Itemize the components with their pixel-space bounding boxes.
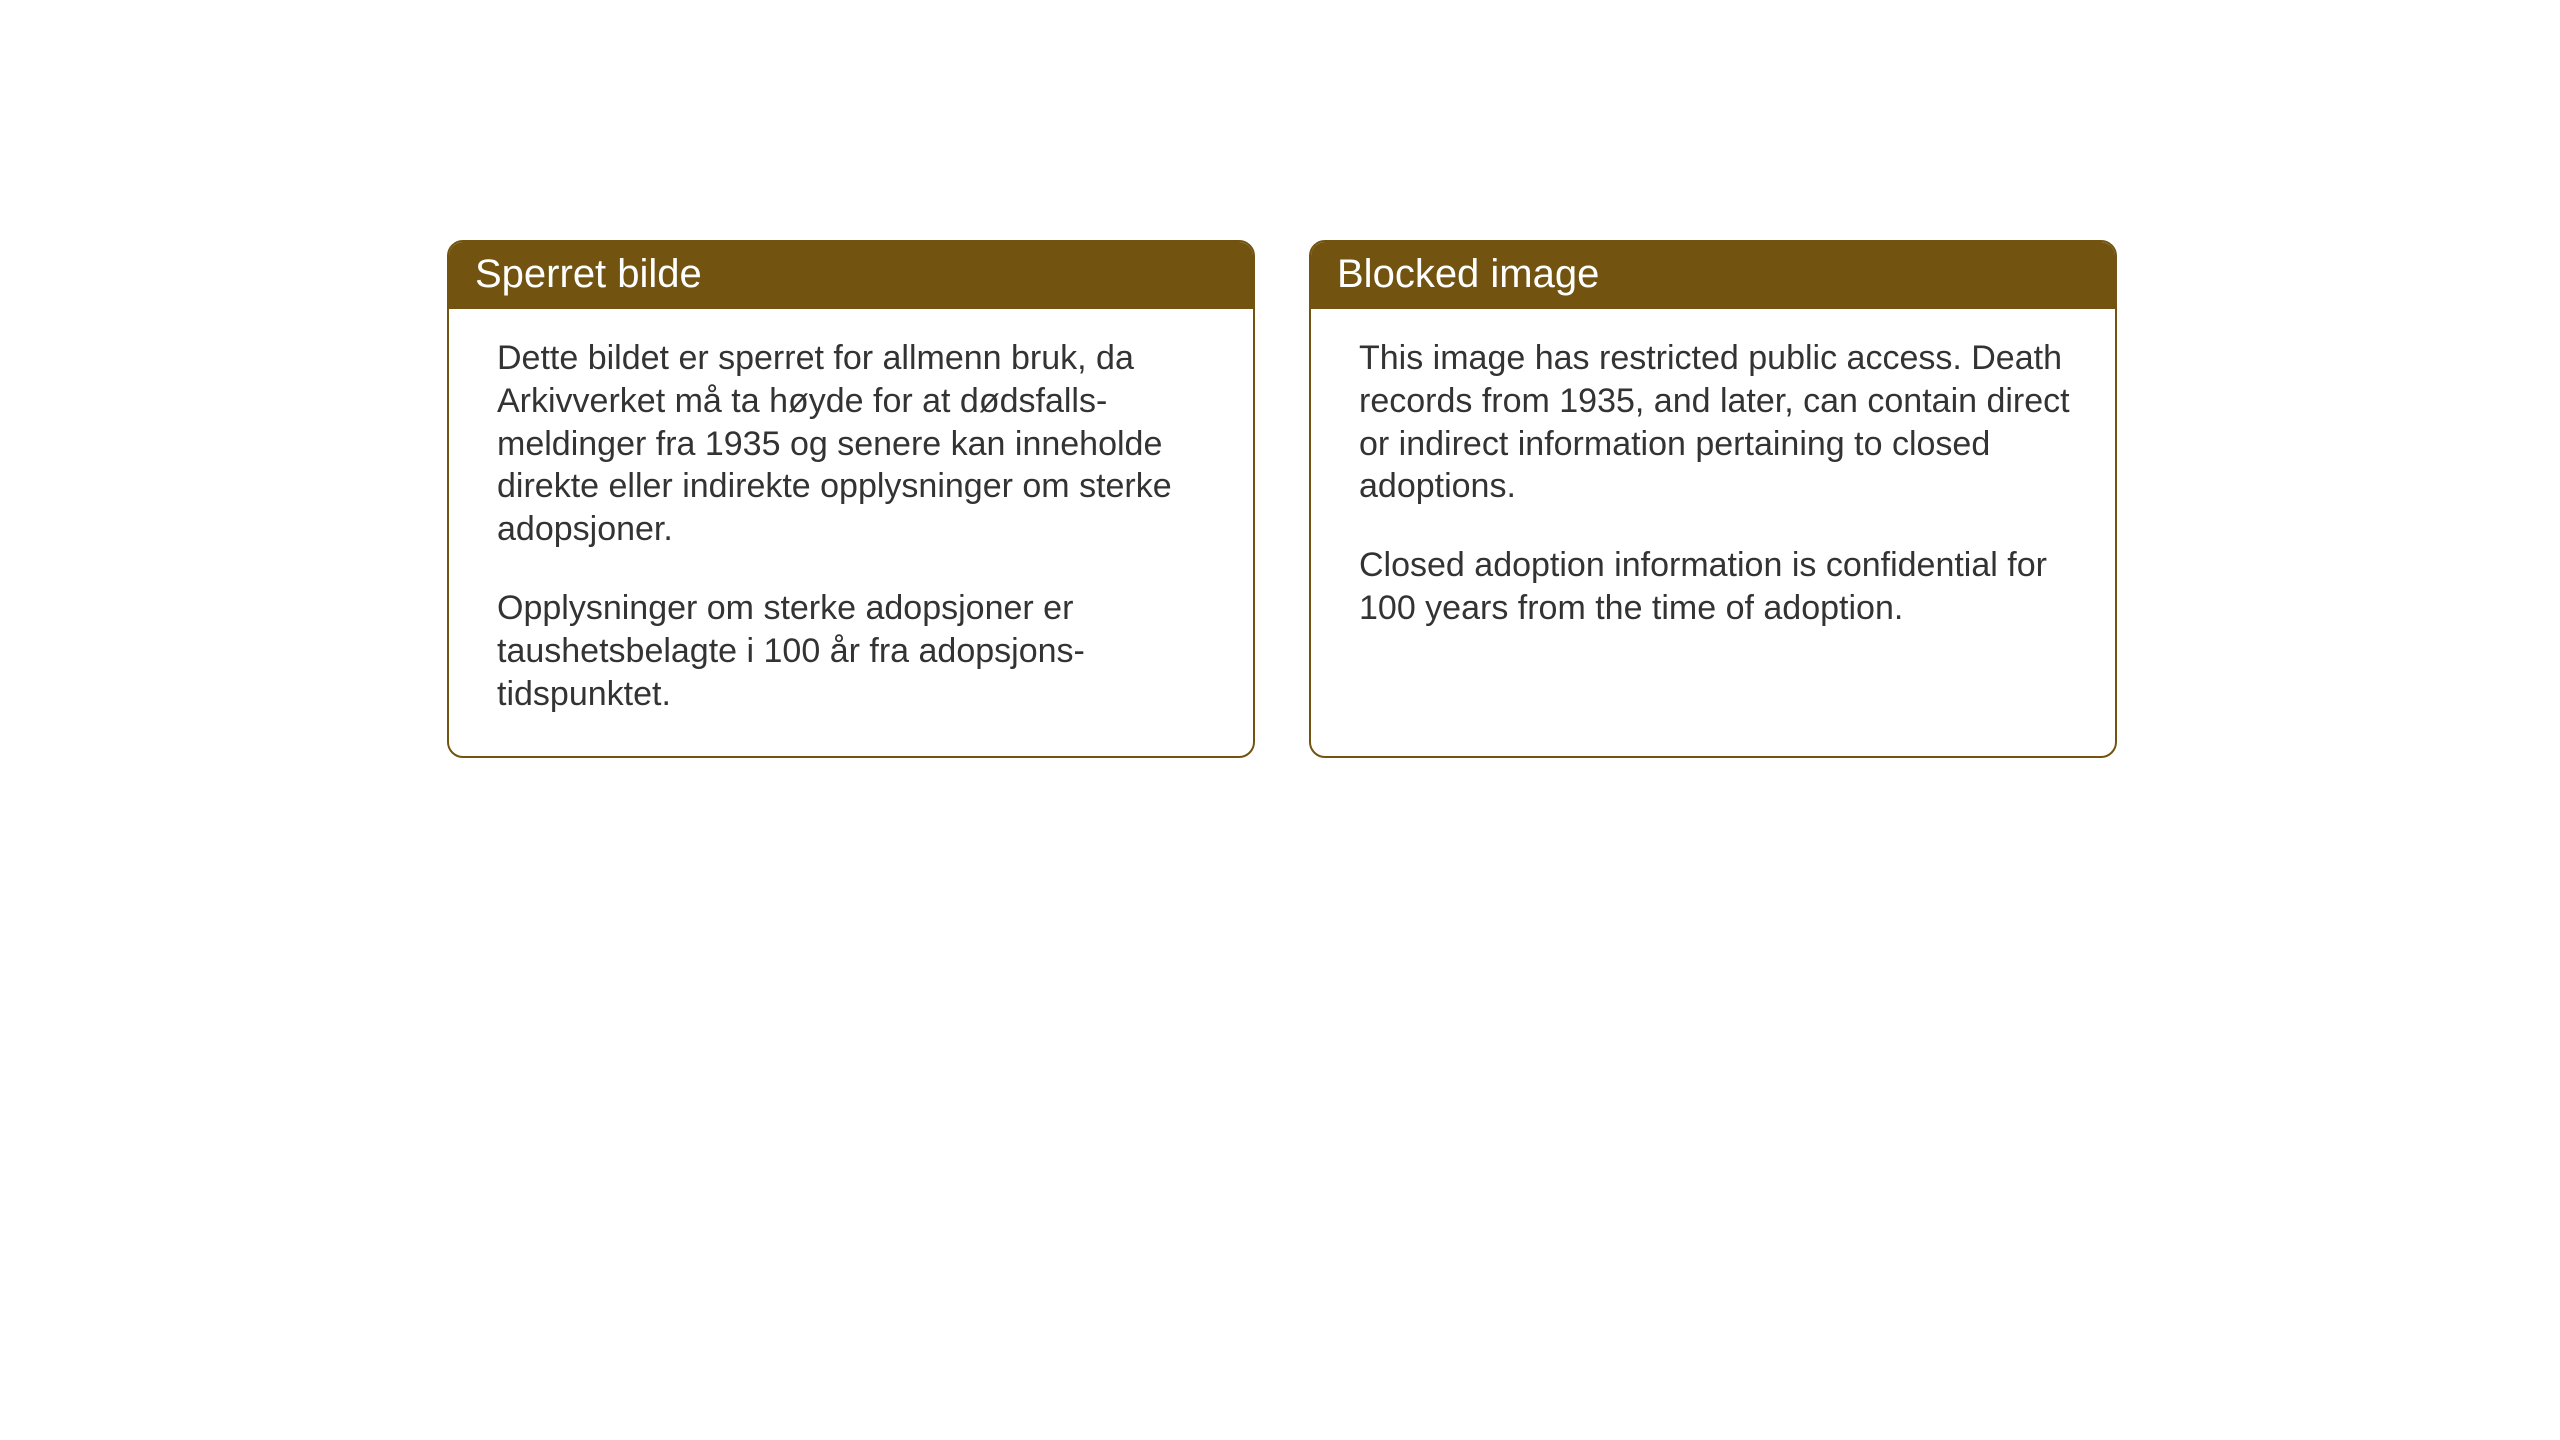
english-paragraph-2: Closed adoption information is confident… xyxy=(1359,544,2075,630)
norwegian-paragraph-2: Opplysninger om sterke adopsjoner er tau… xyxy=(497,587,1213,715)
english-notice-card: Blocked image This image has restricted … xyxy=(1309,240,2117,758)
norwegian-paragraph-1: Dette bildet er sperret for allmenn bruk… xyxy=(497,337,1213,551)
notice-container: Sperret bilde Dette bildet er sperret fo… xyxy=(447,240,2117,758)
english-card-title: Blocked image xyxy=(1311,242,2115,309)
english-paragraph-1: This image has restricted public access.… xyxy=(1359,337,2075,508)
norwegian-notice-card: Sperret bilde Dette bildet er sperret fo… xyxy=(447,240,1255,758)
norwegian-card-body: Dette bildet er sperret for allmenn bruk… xyxy=(449,309,1253,756)
english-card-body: This image has restricted public access.… xyxy=(1311,309,2115,670)
norwegian-card-title: Sperret bilde xyxy=(449,242,1253,309)
